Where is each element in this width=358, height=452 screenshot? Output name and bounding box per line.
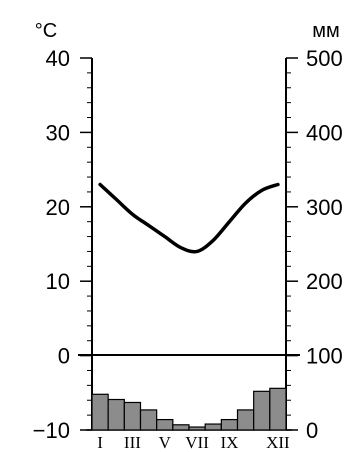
month-label-I: I <box>97 433 103 452</box>
left-tick-label: 10 <box>46 269 70 294</box>
precip-bar-VII <box>188 426 206 431</box>
precip-bar-III <box>123 401 142 431</box>
right-unit-label: мм <box>312 20 340 42</box>
precip-bar-IX <box>220 418 239 431</box>
precipitation-bars <box>91 387 287 431</box>
precip-bar-I <box>91 393 109 431</box>
month-label-VII: VII <box>185 433 209 452</box>
left-tick-label: 20 <box>46 195 70 220</box>
month-label-IX: IX <box>220 433 238 452</box>
right-tick-label: 0 <box>306 418 318 443</box>
left-tick-label: 0 <box>58 344 70 369</box>
left-tick-labels: 40 30 20 10 0 −10 <box>33 46 70 443</box>
right-tick-label: 300 <box>306 195 343 220</box>
precip-bar-VIII <box>204 423 222 431</box>
right-tick-label: 200 <box>306 269 343 294</box>
precip-bar-II <box>107 398 125 431</box>
right-tick-label: 400 <box>306 120 343 145</box>
left-tick-label: 40 <box>46 46 70 71</box>
left-tick-label: −10 <box>33 418 70 443</box>
precip-bar-X <box>236 409 255 431</box>
major-ticks <box>80 57 298 431</box>
temperature-line <box>98 182 280 254</box>
precip-bar-XI <box>253 390 271 431</box>
right-tick-label: 100 <box>306 344 343 369</box>
month-label-XII: XII <box>266 433 290 452</box>
minor-ticks <box>87 72 291 416</box>
month-labels: I III V VII IX XII <box>97 433 290 452</box>
month-label-III: III <box>124 433 141 452</box>
right-tick-labels: 500 400 300 200 100 0 <box>306 46 343 443</box>
precip-bar-IV <box>139 409 158 431</box>
precip-bar-V <box>156 418 174 431</box>
right-tick-label: 500 <box>306 46 343 71</box>
precip-bar-VI <box>172 424 190 431</box>
left-unit-label: °C <box>35 20 57 42</box>
left-tick-label: 30 <box>46 120 70 145</box>
precip-bar-XII <box>269 387 287 431</box>
month-label-V: V <box>159 433 172 452</box>
